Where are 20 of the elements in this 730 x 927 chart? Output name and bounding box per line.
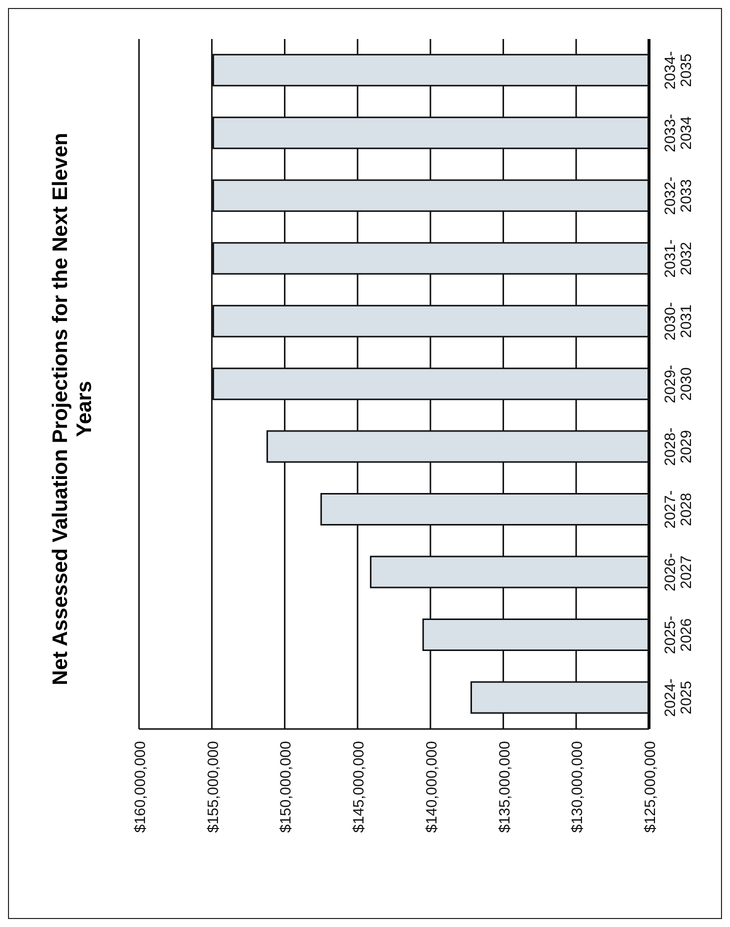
y-tick-label: 2027-2028 xyxy=(662,490,695,529)
x-tick-label: $130,000,000 xyxy=(569,741,586,833)
y-tick-label: 2024-2025 xyxy=(662,678,695,717)
y-tick-label: 2026-2027 xyxy=(662,552,695,592)
x-tick-label: $145,000,000 xyxy=(350,741,368,833)
x-tick-label: $155,000,000 xyxy=(204,741,222,833)
x-tick-label: $150,000,000 xyxy=(278,741,295,833)
x-tick-label: $160,000,000 xyxy=(132,741,149,833)
y-tick-label: 2032-2033 xyxy=(662,176,695,216)
y-tick-label: 2028-2029 xyxy=(662,428,695,466)
y-tick-label: 2034-2035 xyxy=(662,51,695,90)
text: Net Assessed Valuation Projections for the Next Eleven Years xyxy=(49,132,97,688)
y-tick-label: 2025-2026 xyxy=(662,616,695,654)
x-tick-label: $140,000,000 xyxy=(423,741,440,833)
y-tick-label: 2033-2034 xyxy=(662,114,695,152)
x-tick-label: $125,000,000 xyxy=(642,741,659,833)
y-tick-label: 2031-2032 xyxy=(662,239,695,278)
x-tick-label: $135,000,000 xyxy=(496,741,514,833)
y-tick-label: 2029-2030 xyxy=(662,364,695,404)
y-tick-label: 2030-2031 xyxy=(662,302,695,340)
